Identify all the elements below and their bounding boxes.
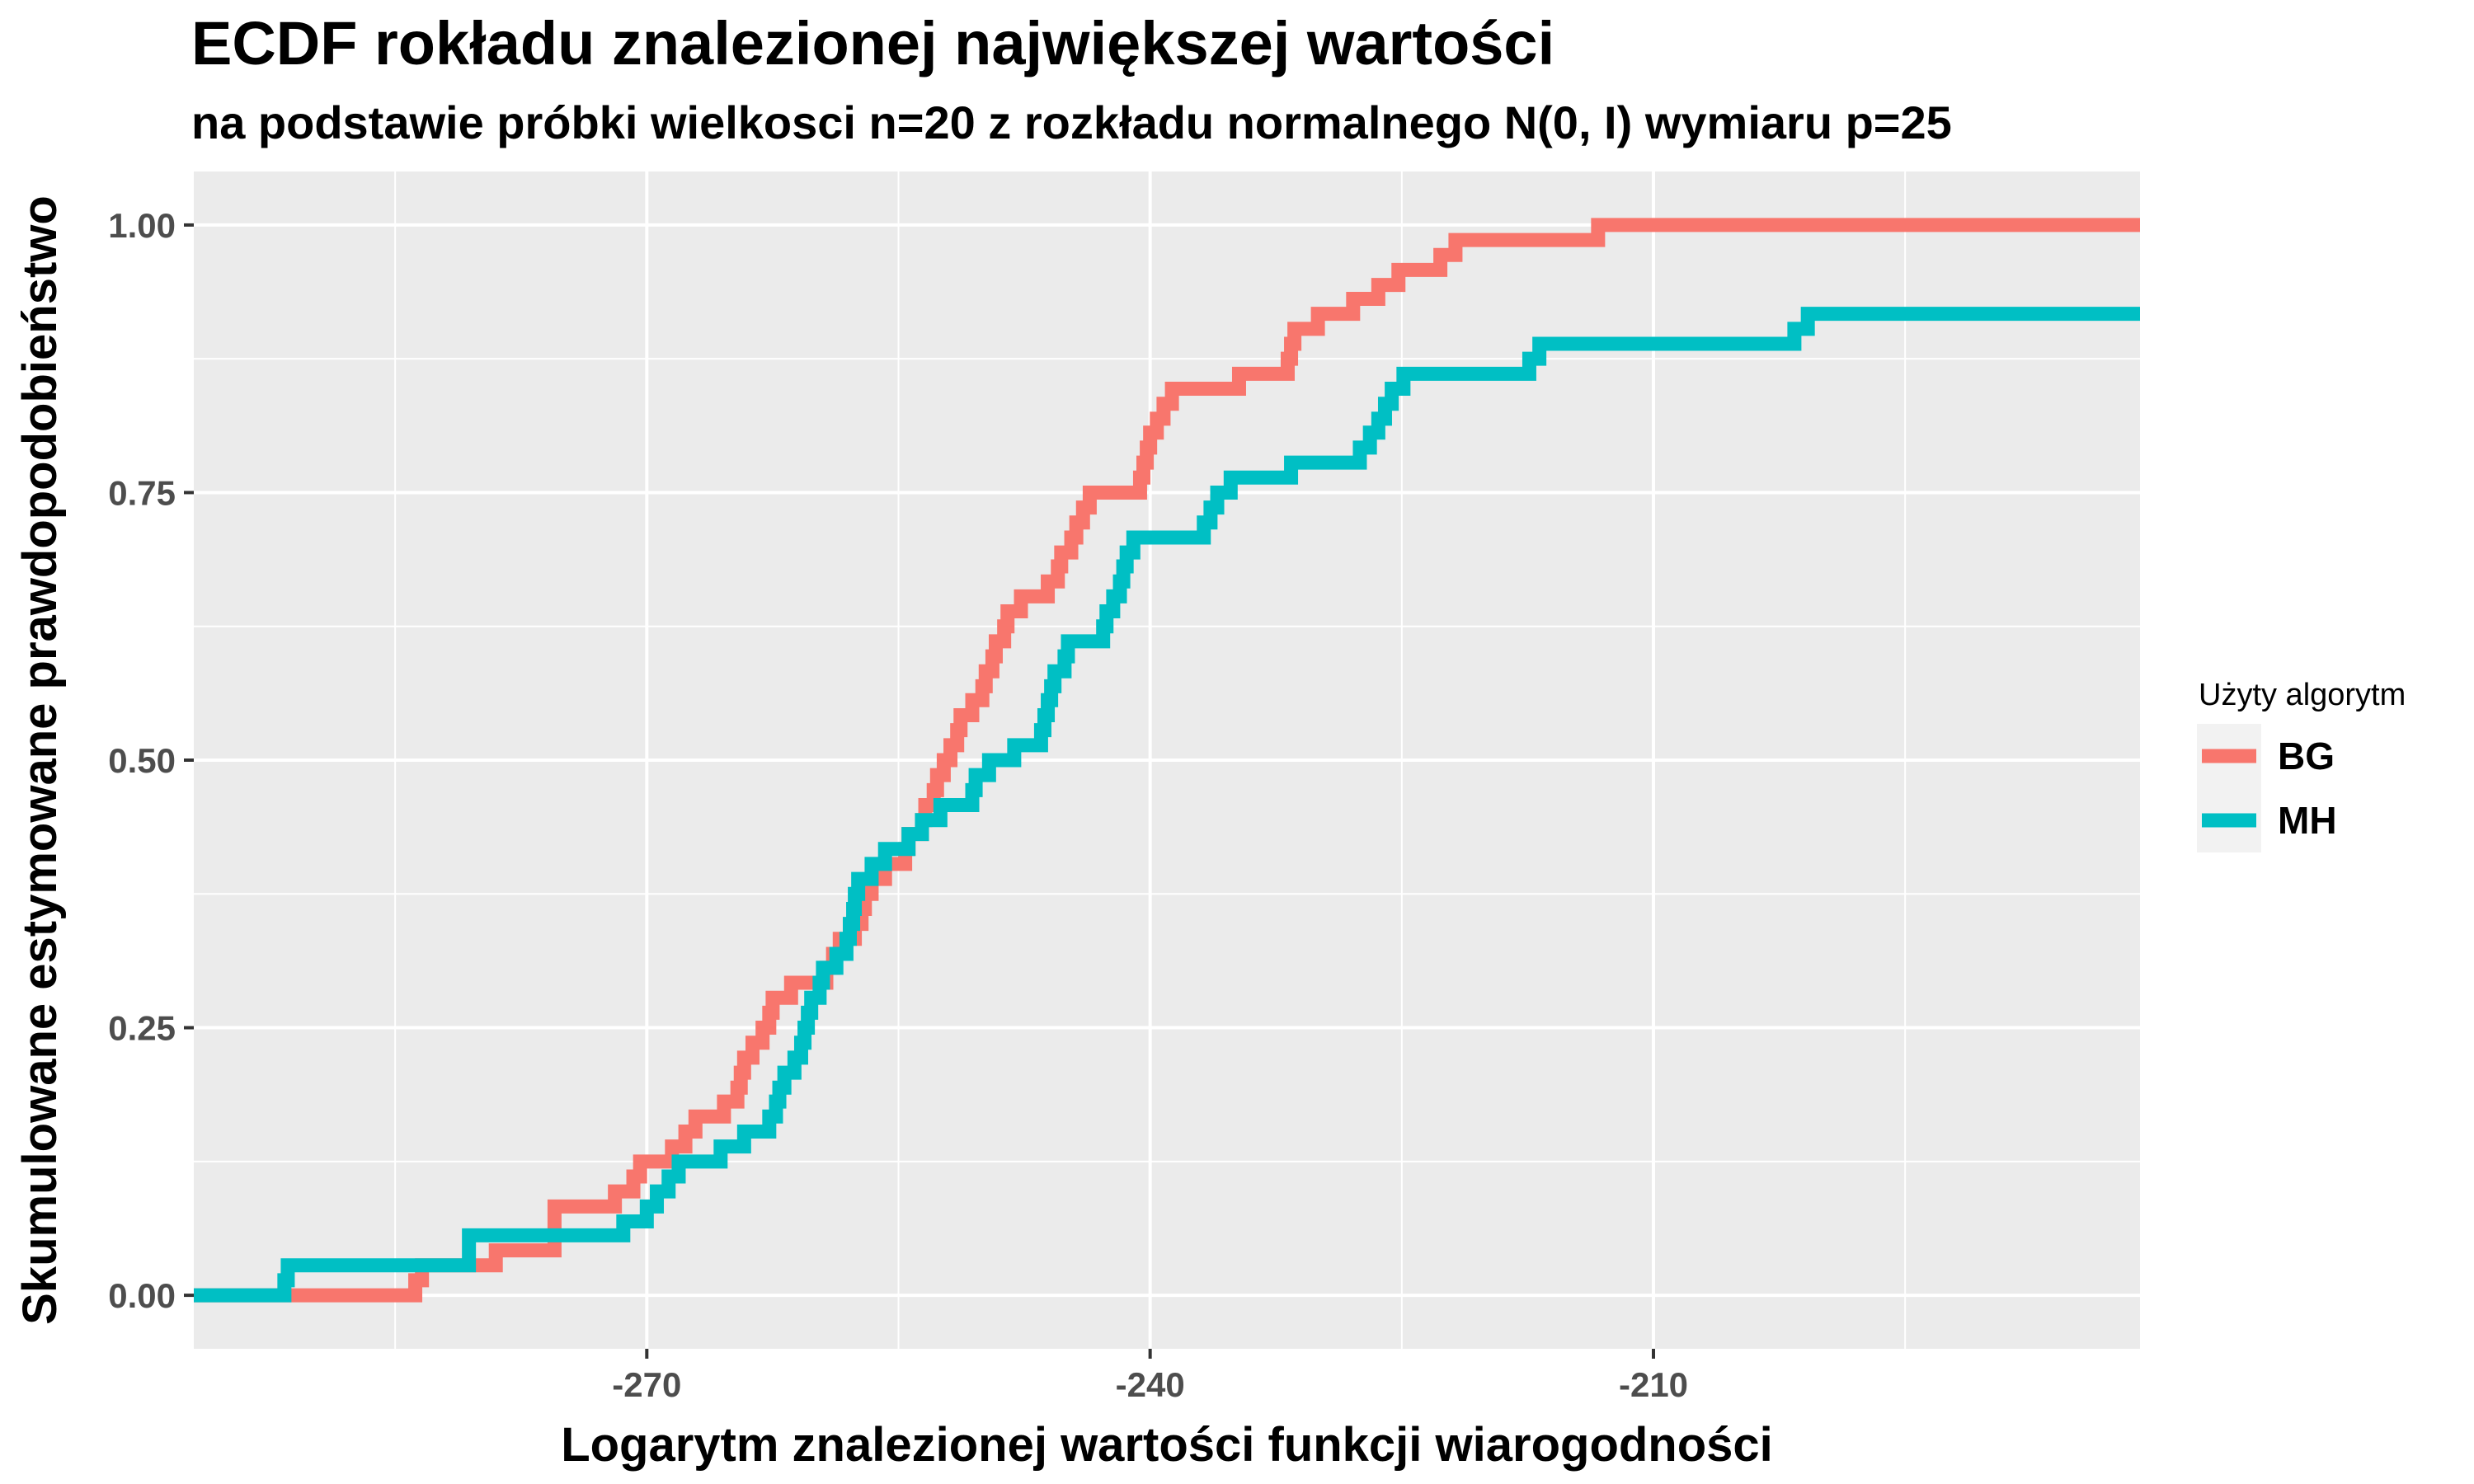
y-tick-label: 0.75	[108, 473, 176, 512]
x-tick-label: -210	[1619, 1365, 1688, 1404]
x-tick-label: -240	[1116, 1365, 1185, 1404]
chart-title: ECDF rokładu znalezionej największej war…	[191, 9, 1554, 77]
x-axis: -270 -240 -210	[612, 1349, 1688, 1404]
x-axis-title: Logarytm znalezionej wartości funkcji wi…	[561, 1418, 1773, 1472]
legend-label-bg: BG	[2278, 735, 2335, 777]
series-line-bg	[194, 218, 2140, 1303]
x-tick-label: -270	[612, 1365, 681, 1404]
y-axis: 0.00 0.25 0.50 0.75 1.00	[108, 206, 194, 1315]
y-axis-title: Skumulowane estymowane prawdopodobieństw…	[13, 195, 67, 1325]
series-lines	[194, 218, 2140, 1303]
legend-label-mh: MH	[2278, 799, 2337, 842]
y-tick-label: 1.00	[108, 206, 176, 245]
chart-subtitle: na podstawie próbki wielkosci n=20 z roz…	[191, 96, 1952, 148]
y-tick-label: 0.25	[108, 1009, 176, 1048]
legend-keys: BG MH	[2197, 724, 2337, 852]
grid-major	[194, 171, 2140, 1349]
legend-title: Użyty algorytm	[2199, 678, 2406, 712]
series-line-mh	[194, 307, 2140, 1303]
y-tick-label: 0.00	[108, 1276, 176, 1315]
legend: Użyty algorytm BG MH	[2197, 678, 2406, 852]
y-tick-label: 0.50	[108, 741, 176, 780]
